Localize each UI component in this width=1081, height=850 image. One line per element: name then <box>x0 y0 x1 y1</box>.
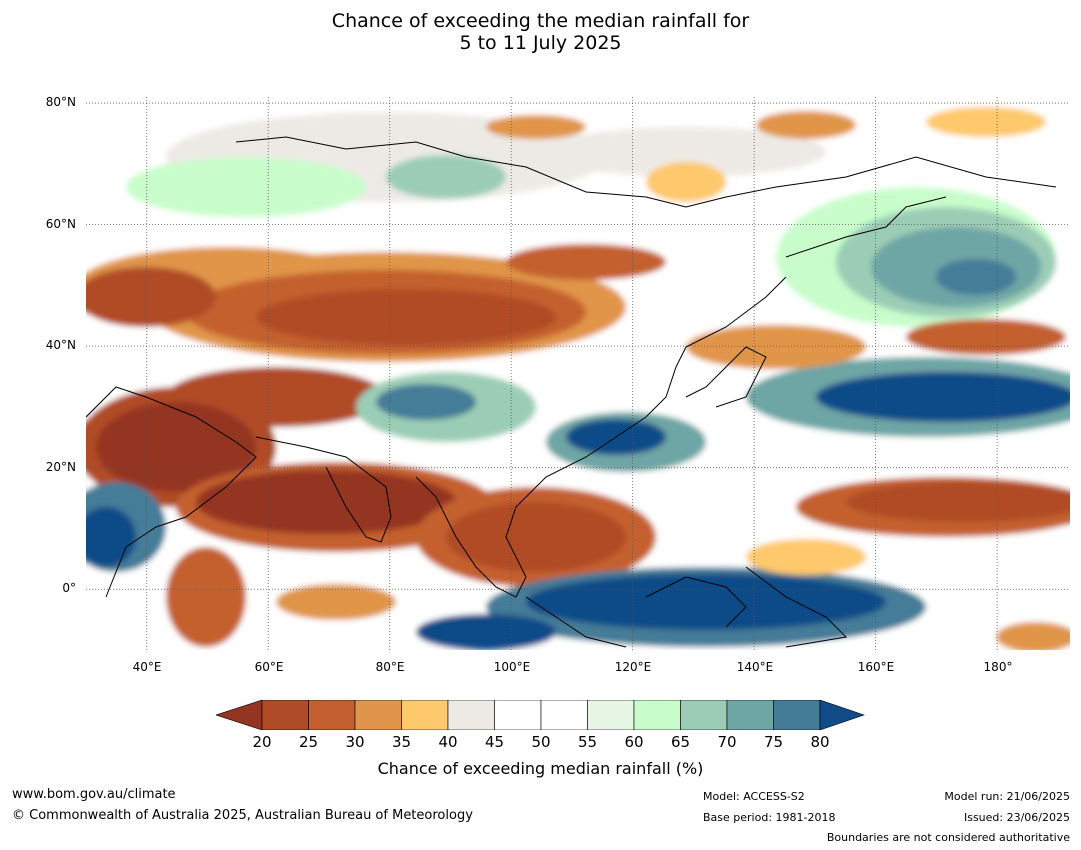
colorbar-tick-label: 75 <box>763 733 784 751</box>
colorbar-tick-label: 60 <box>624 733 644 751</box>
colorbar-tick-label: 30 <box>345 733 365 751</box>
map-canvas <box>86 97 1070 650</box>
colorbar-tick-label: 55 <box>577 733 598 751</box>
lon-label-140e: 140°E <box>736 660 774 674</box>
chart-title: Chance of exceeding the median rainfall … <box>0 10 1081 54</box>
lon-label-100e: 100°E <box>493 660 531 674</box>
probability-field <box>86 97 1070 650</box>
colorbar-tick-label: 50 <box>531 733 551 751</box>
boundaries-disclaimer: Boundaries are not considered authoritat… <box>826 831 1070 844</box>
colorbar-segment <box>261 700 309 730</box>
title-line-2: 5 to 11 July 2025 <box>459 32 622 54</box>
lon-label-40e: 40°E <box>132 660 162 674</box>
colorbar <box>216 700 865 730</box>
rainfall-map[interactable] <box>86 97 1070 650</box>
colorbar-segment <box>308 700 356 730</box>
colorbar-tick-label: 45 <box>484 733 505 751</box>
colorbar-segment <box>680 700 728 730</box>
colorbar-segment <box>633 700 681 730</box>
colorbar-tick-label: 70 <box>717 733 737 751</box>
lat-label-80n: 80°N <box>45 95 76 109</box>
colorbar-segment <box>354 700 402 730</box>
colorbar-tick-label: 65 <box>670 733 691 751</box>
colorbar-tick-label: 80 <box>810 733 830 751</box>
lon-label-60e: 60°E <box>254 660 284 674</box>
colorbar-tick-label: 25 <box>298 733 319 751</box>
issued-date: Issued: 23/06/2025 <box>963 811 1070 824</box>
lat-label-0: 0° <box>62 581 76 595</box>
title-line-1: Chance of exceeding the median rainfall … <box>331 10 750 32</box>
base-period: Base period: 1981-2018 <box>703 811 836 824</box>
colorbar-arrow-low <box>216 700 263 730</box>
colorbar-segment <box>494 700 542 730</box>
lon-label-160e: 160°E <box>857 660 895 674</box>
colorbar-segment <box>773 700 821 730</box>
colorbar-tick-label: 40 <box>438 733 458 751</box>
model-run-date: Model run: 21/06/2025 <box>944 790 1070 803</box>
colorbar-segment <box>540 700 588 730</box>
colorbar-segment <box>447 700 495 730</box>
lat-label-40n: 40°N <box>45 338 76 352</box>
lon-label-120e: 120°E <box>614 660 652 674</box>
colorbar-segment <box>587 700 635 730</box>
copyright-text: © Commonwealth of Australia 2025, Austra… <box>12 808 473 823</box>
coastlines <box>86 136 1057 648</box>
lat-label-60n: 60°N <box>45 217 76 231</box>
colorbar-label: Chance of exceeding median rainfall (%) <box>377 759 704 778</box>
model-name: Model: ACCESS-S2 <box>703 790 805 803</box>
map-gridlines <box>86 97 1070 650</box>
colorbar-tick-label: 20 <box>252 733 272 751</box>
lon-label-180: 180° <box>983 660 1013 674</box>
colorbar-arrow-high <box>819 700 865 730</box>
lat-label-20n: 20°N <box>45 460 76 474</box>
lon-label-80e: 80°E <box>375 660 405 674</box>
colorbar-tick-label: 35 <box>391 733 412 751</box>
colorbar-segment <box>401 700 449 730</box>
colorbar-segment <box>726 700 774 730</box>
website-link[interactable]: www.bom.gov.au/climate <box>12 787 176 802</box>
